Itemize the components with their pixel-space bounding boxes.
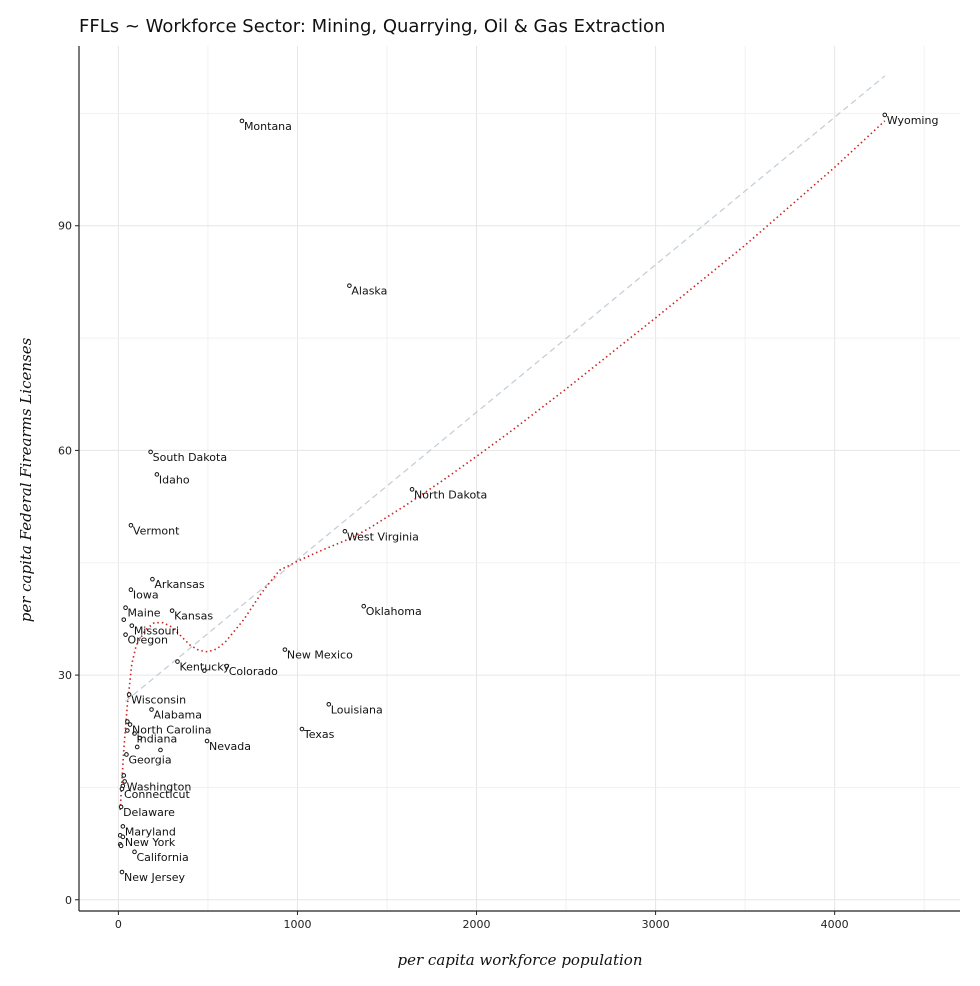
y-tick-label: 60 (58, 444, 72, 457)
y-tick-label: 90 (58, 220, 72, 233)
point-label: Oregon (128, 634, 168, 647)
grid (79, 46, 960, 911)
data-point (123, 605, 128, 610)
data-points (117, 112, 888, 875)
data-point (125, 719, 130, 724)
point-label: Missouri (134, 625, 179, 638)
data-point (326, 701, 332, 707)
data-point (148, 449, 153, 455)
x-axis-title: per capita workforce population (398, 951, 643, 969)
point-label: Montana (244, 120, 292, 133)
x-tick-label: 1000 (283, 918, 311, 931)
point-label: Arkansas (154, 578, 204, 591)
data-point (129, 623, 135, 628)
point-label: Oklahoma (366, 605, 422, 618)
data-point (132, 731, 137, 736)
point-label: Alabama (154, 709, 203, 722)
data-point (361, 603, 367, 609)
data-point (134, 744, 140, 750)
point-label: Washington (127, 780, 192, 793)
data-point (137, 735, 143, 741)
point-label: Alaska (351, 285, 387, 298)
y-tick-label: 0 (65, 894, 72, 907)
data-point (123, 632, 128, 637)
trend-lines (119, 75, 886, 810)
point-label: California (137, 851, 189, 864)
data-point (175, 659, 180, 664)
data-point (409, 487, 415, 492)
axes (78, 46, 960, 912)
data-point (202, 668, 207, 673)
point-label: Nevada (209, 740, 251, 753)
data-point (150, 576, 155, 582)
data-point (132, 849, 137, 855)
point-label: Iowa (133, 589, 159, 602)
point-label: Maryland (125, 825, 176, 838)
data-point (169, 608, 175, 613)
data-point (299, 726, 305, 732)
point-label: Colorado (229, 665, 278, 678)
data-point (204, 738, 210, 744)
data-point (121, 773, 127, 778)
data-point (120, 834, 126, 840)
data-point (239, 118, 245, 124)
point-label: Delaware (123, 806, 175, 819)
point-labels: Wyoming Montana Alaska South Dakota Idaho Nor… (123, 114, 938, 884)
data-point (122, 779, 127, 784)
point-label: Indiana (137, 733, 178, 746)
data-point (120, 824, 126, 829)
point-label: Texas (303, 728, 335, 741)
data-point (282, 647, 288, 652)
point-label: West Virginia (347, 530, 419, 543)
data-point (121, 617, 127, 622)
data-point (119, 869, 125, 875)
data-point (882, 112, 888, 118)
data-point (127, 722, 133, 727)
point-label: Louisiana (331, 703, 383, 716)
point-label: North Carolina (132, 724, 212, 737)
point-label: Connecticut (124, 788, 191, 801)
data-point (149, 707, 154, 712)
data-point (128, 523, 134, 528)
data-point (128, 587, 134, 593)
point-label: Maine (128, 607, 161, 620)
point-label: Kansas (174, 610, 213, 623)
point-label: New Mexico (287, 649, 353, 662)
data-point (125, 728, 130, 733)
smoothed-trend-line (119, 120, 886, 810)
data-point (154, 472, 160, 477)
data-point (347, 283, 352, 288)
chart-title: FFLs ~ Workforce Sector: Mining, Quarryi… (79, 16, 665, 37)
data-point (119, 786, 125, 792)
data-point (118, 804, 124, 810)
point-label: Georgia (128, 753, 171, 766)
data-point (342, 528, 348, 534)
point-label: Idaho (159, 473, 190, 486)
point-label: North Dakota (414, 488, 487, 501)
y-axis-title: per capita Federal Firearms Licenses (17, 337, 35, 622)
point-label: New Jersey (124, 871, 186, 884)
point-label: Kentucky (179, 661, 230, 674)
point-label: Wisconsin (131, 694, 186, 707)
point-label: Wyoming (887, 114, 939, 127)
data-point (124, 752, 129, 757)
x-tick-label: 3000 (642, 918, 670, 931)
linear-fit-line (125, 75, 886, 702)
tick-labels: 0 1000 2000 3000 4000 0 30 60 90 (58, 220, 849, 931)
point-label: New York (125, 836, 176, 849)
data-point (158, 747, 163, 753)
x-tick-label: 2000 (463, 918, 491, 931)
x-tick-label: 0 (115, 918, 122, 931)
y-tick-label: 30 (58, 669, 72, 682)
point-label: South Dakota (153, 451, 227, 464)
data-point (126, 692, 132, 697)
data-point (118, 843, 124, 849)
point-label: Vermont (133, 524, 180, 537)
x-tick-label: 4000 (821, 918, 849, 931)
data-point (224, 663, 230, 669)
